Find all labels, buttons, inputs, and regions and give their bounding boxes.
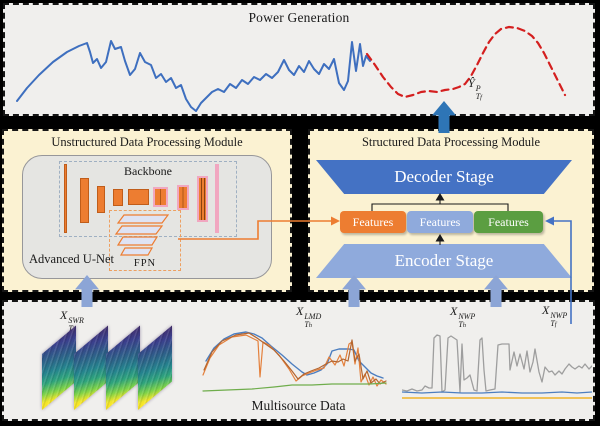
features-box-unstructured: Features — [340, 211, 406, 233]
power-generation-title: Power Generation — [248, 10, 350, 25]
fpn-pyramid — [114, 214, 170, 256]
structured-module: Structured Data Processing Module Decode… — [308, 129, 594, 292]
features-label: Features — [419, 214, 461, 229]
backbone-bar — [153, 187, 168, 207]
backbone-bar — [113, 189, 123, 206]
lmd-chart — [202, 331, 387, 392]
advanced-unet-label: Advanced U-Net — [29, 252, 115, 266]
unstructured-module-title: Unstructured Data Processing Module — [51, 135, 243, 149]
advanced-unet-box: Backbone FPN Advanced U-Net — [22, 155, 272, 279]
backbone-bar — [215, 164, 219, 233]
encoder-stage: Encoder Stage — [316, 244, 572, 278]
backbone-bar — [197, 176, 208, 222]
backbone-bar — [177, 185, 189, 210]
power-generation-panel: Power Generation Ŷ P Tf — [3, 3, 595, 116]
backbone-label: Backbone — [124, 164, 172, 178]
nwp-forecast-label: X NWP Tf — [542, 303, 568, 328]
fpn-box: FPN — [109, 210, 181, 271]
forecast-output-label: Ŷ P Tf — [468, 76, 482, 101]
multisource-data-caption: Multisource Data — [251, 398, 346, 413]
backbone-bar — [64, 164, 67, 233]
features-box-nwp-forecast: Features — [474, 211, 543, 233]
lmd-input-label: X LMD Th — [296, 304, 322, 329]
features-label: Features — [352, 214, 394, 229]
structured-module-title: Structured Data Processing Module — [361, 135, 541, 149]
backbone-bar — [80, 178, 89, 223]
unstructured-module: Unstructured Data Processing Module Back… — [2, 129, 292, 292]
backbone-bar — [128, 189, 149, 205]
nwp-chart — [402, 334, 592, 399]
backbone-bar — [97, 186, 105, 213]
decoder-stage: Decoder Stage — [316, 160, 572, 194]
encoder-stage-label: Encoder Stage — [394, 251, 494, 270]
features-label: Features — [488, 214, 529, 229]
power-generation-chart — [16, 25, 567, 112]
nwp-history-label: X NWP Th — [450, 304, 476, 329]
decoder-stage-label: Decoder Stage — [394, 167, 494, 186]
features-box-encoder: Features — [407, 211, 473, 233]
fpn-label: FPN — [133, 258, 157, 269]
